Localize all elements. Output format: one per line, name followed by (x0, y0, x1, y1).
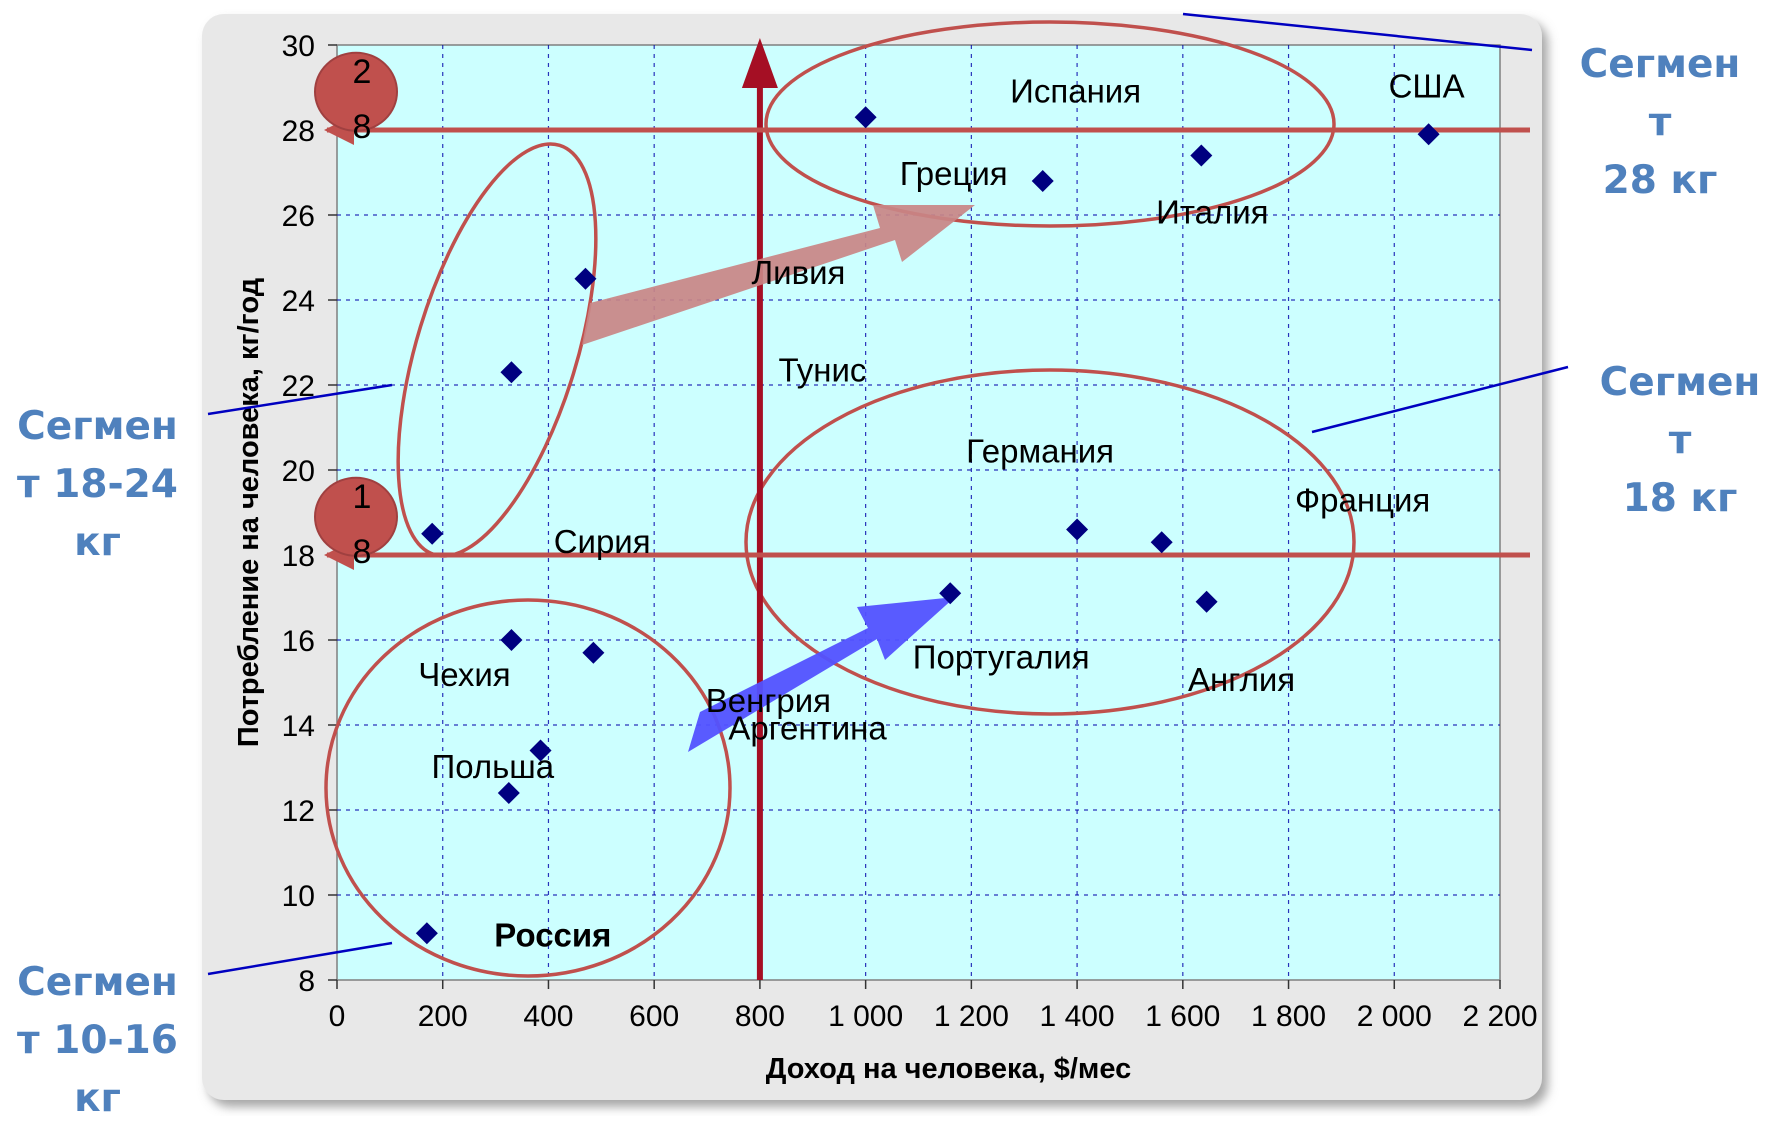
y-tick-label: 24 (282, 285, 315, 318)
data-point-marker (1150, 531, 1173, 554)
data-point-marker (582, 641, 605, 664)
segment-ellipse-28 (764, 20, 1336, 228)
data-point-label: Чехия (418, 656, 510, 693)
level-badge-digit: 8 (353, 108, 372, 146)
data-point-marker (1195, 590, 1218, 613)
y-tick-label: 30 (282, 30, 315, 63)
y-tick-label: 8 (298, 965, 315, 998)
y-tick-label: 28 (282, 115, 315, 148)
y-tick-label: 26 (282, 200, 315, 233)
level-badge-digit: 1 (353, 478, 372, 516)
transition-arrow-pink (582, 205, 975, 345)
data-point-marker (415, 922, 438, 945)
segment-callout-line (1311, 365, 1569, 434)
data-point-label: Тунис (778, 351, 866, 388)
x-tick-label: 200 (418, 1000, 468, 1033)
x-tick-label: 400 (523, 1000, 573, 1033)
x-tick-label: 1 000 (828, 1000, 903, 1033)
data-point-marker (574, 267, 597, 290)
segment-label-18: Сегмен т 18 кг (1599, 360, 1761, 521)
x-tick-label: 1 800 (1251, 1000, 1326, 1033)
data-point-marker (529, 739, 552, 762)
reference-arrowhead (741, 38, 778, 88)
data-point-label: Франция (1295, 481, 1430, 518)
data-point-label: Португалия (913, 638, 1090, 675)
x-tick-label: 600 (629, 1000, 679, 1033)
data-point-label: Греция (900, 155, 1008, 192)
x-tick-label: 1 600 (1145, 1000, 1220, 1033)
data-point-marker (500, 361, 523, 384)
y-tick-label: 12 (282, 795, 315, 828)
data-point-label: Англия (1188, 661, 1295, 698)
level-badge-digit: 8 (353, 533, 372, 571)
plot-area (336, 44, 1501, 981)
level-badge-digit: 2 (353, 53, 372, 91)
data-point-marker (1066, 518, 1089, 541)
x-axis-title: Доход на человека, $/мес (766, 1053, 1131, 1085)
segment-callout-line (207, 383, 393, 416)
segment-label-18-24: Сегмен т 18-24 кг (17, 404, 178, 565)
y-tick-label: 10 (282, 880, 315, 913)
segment-callout-line (1182, 12, 1533, 52)
data-point-label: США (1389, 67, 1465, 104)
segment-ellipse-10-16 (324, 598, 732, 978)
y-axis-title: Потребление на человека, кг/год (233, 278, 265, 747)
data-point-label: Аргентина (728, 710, 887, 747)
data-point-marker (1031, 170, 1054, 192)
level-badge: 18 (314, 476, 398, 571)
data-point-marker (497, 782, 520, 804)
x-tick-label: 2 000 (1357, 1000, 1432, 1033)
segment-label-28: Сегмен т 28 кг (1579, 42, 1741, 203)
y-tick-label: 18 (282, 540, 315, 573)
data-point-marker (1190, 144, 1213, 167)
x-tick-label: 1 400 (1040, 1000, 1115, 1033)
segment-label-10-16: Сегмен т 10-16 кг (17, 960, 178, 1121)
x-tick-label: 0 (329, 1000, 346, 1033)
data-point-label: Сирия (554, 523, 651, 560)
data-point-label: Испания (1010, 72, 1141, 109)
y-tick-label: 16 (282, 625, 315, 658)
data-point-marker (854, 106, 877, 129)
data-point-marker (1417, 123, 1440, 146)
data-point-label: Венгрия (706, 682, 831, 719)
data-point-label: Ливия (751, 254, 845, 291)
data-point-label: Германия (966, 433, 1114, 470)
y-tick-label: 14 (282, 710, 315, 743)
level-badge: 28 (314, 51, 398, 146)
segment-callout-line (207, 941, 393, 976)
data-point-marker (421, 522, 444, 545)
segment-ellipse-18 (744, 368, 1356, 716)
data-point-marker (500, 629, 523, 651)
data-point-marker (939, 582, 962, 605)
x-tick-label: 800 (735, 1000, 785, 1033)
x-tick-label: 2 200 (1462, 1000, 1537, 1033)
transition-arrow-blue (688, 597, 955, 752)
y-tick-label: 20 (282, 455, 315, 488)
data-point-label: Италия (1156, 194, 1268, 231)
data-point-label: Россия (494, 916, 611, 953)
x-tick-label: 1 200 (934, 1000, 1009, 1033)
